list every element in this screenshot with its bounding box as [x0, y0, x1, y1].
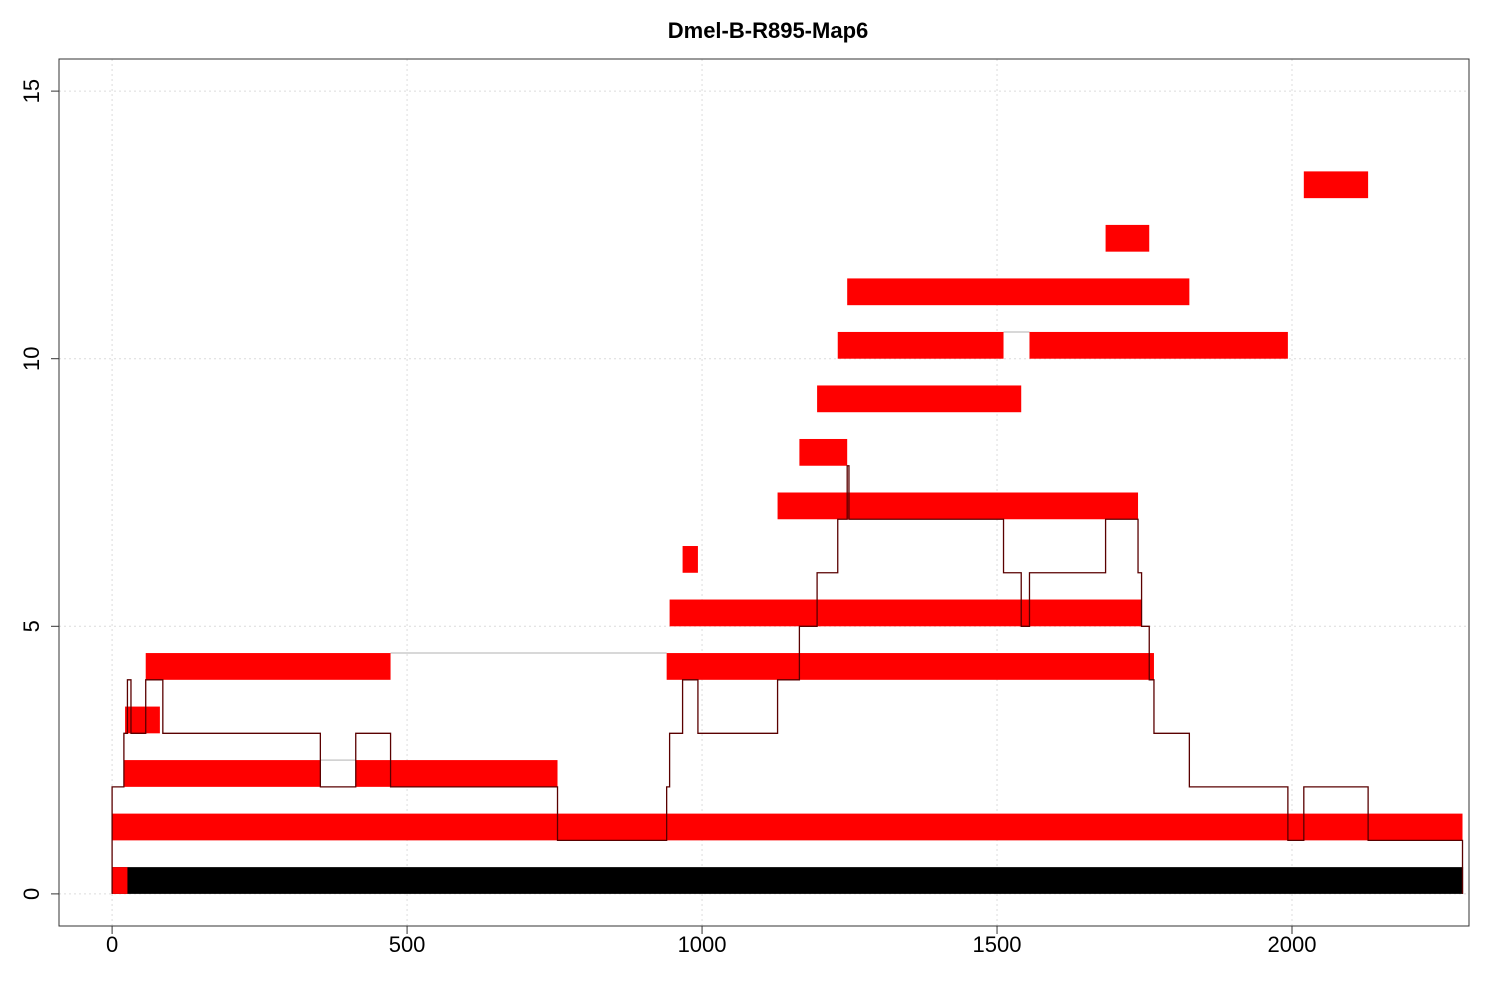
y-tick-label: 10 [19, 346, 44, 370]
segments [112, 171, 1463, 894]
segment-bar [123, 760, 321, 787]
segment-bar [112, 867, 128, 894]
segment-bar [145, 653, 391, 680]
x-tick-label: 500 [389, 932, 426, 957]
grid [59, 59, 1469, 926]
x-axis: 0 500 1000 1500 2000 [106, 926, 1317, 957]
segment-bar [817, 385, 1022, 413]
coverage-line [111, 465, 1464, 894]
segment-bar [125, 706, 160, 734]
y-axis: 0 5 10 15 [19, 79, 59, 900]
segment-bar [837, 331, 1004, 359]
y-tick-label: 0 [19, 888, 44, 900]
reference-bar-rect [112, 867, 1464, 894]
x-tick-label: 2000 [1268, 932, 1317, 957]
segment-bar [112, 813, 1463, 841]
chart-title: Dmel-B-R895-Map6 [668, 18, 869, 43]
segment-connectors [320, 331, 1030, 761]
segment-bar [777, 492, 1139, 520]
segment-bar [682, 546, 698, 573]
x-tick-label: 0 [106, 932, 118, 957]
segment-bar [666, 653, 1154, 680]
segment-bar [799, 438, 848, 466]
segment-bar [355, 760, 558, 787]
x-tick-label: 1000 [678, 932, 727, 957]
y-tick-label: 15 [19, 79, 44, 103]
segment-bar [1029, 331, 1288, 359]
segment-bar [1303, 171, 1369, 199]
segment-bar [847, 278, 1190, 306]
plot-frame [58, 58, 1470, 927]
reference-bar [112, 867, 1464, 894]
x-tick-label: 1500 [973, 932, 1022, 957]
coverage-path [111, 465, 1464, 894]
segment-bar [1105, 224, 1150, 252]
y-tick-label: 5 [19, 620, 44, 632]
segment-bar [669, 599, 1142, 627]
